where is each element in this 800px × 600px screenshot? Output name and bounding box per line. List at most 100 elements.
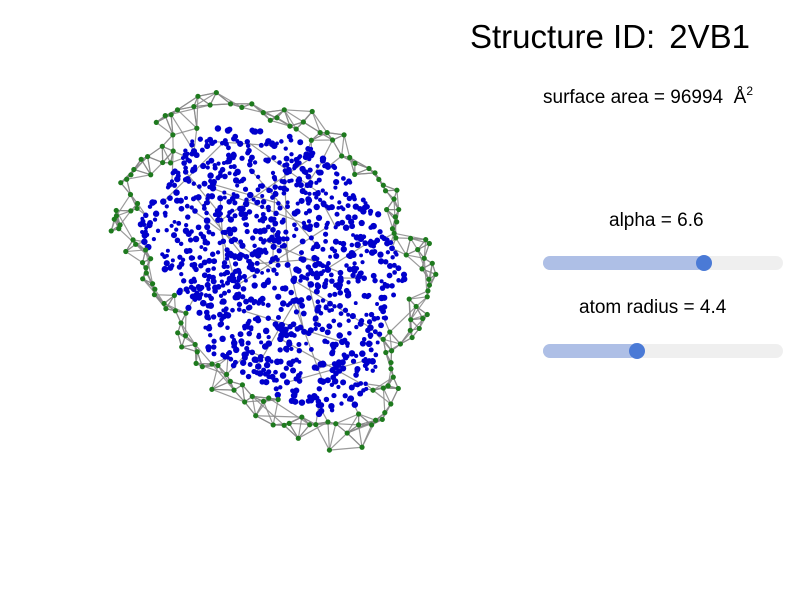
interior-atom — [245, 340, 251, 346]
interior-atom — [331, 318, 337, 324]
interior-atom — [287, 170, 292, 175]
interior-atom — [331, 378, 339, 385]
interior-atom — [176, 220, 182, 226]
interior-atom — [328, 402, 335, 410]
interior-atom — [251, 130, 256, 135]
interior-atom — [256, 370, 264, 377]
surface-atom — [151, 292, 158, 298]
interior-atom — [336, 384, 341, 390]
mesh-edge — [385, 352, 392, 369]
interior-atom — [379, 279, 384, 284]
alpha-slider-handle[interactable] — [695, 255, 712, 271]
interior-atom — [346, 266, 353, 273]
surface-atom — [174, 107, 181, 113]
interior-atom — [283, 155, 290, 162]
interior-atom — [243, 298, 250, 305]
interior-atom — [249, 266, 256, 273]
interior-atom — [192, 208, 198, 214]
interior-atom — [209, 251, 216, 257]
surface-atom — [144, 153, 151, 160]
surface-atom — [424, 294, 430, 300]
interior-atom — [320, 246, 326, 252]
interior-atom — [257, 354, 264, 360]
interior-atom — [236, 301, 243, 308]
interior-atom — [335, 221, 340, 226]
interior-atom — [199, 299, 207, 307]
surface-atom — [131, 166, 137, 173]
interior-atom — [201, 272, 208, 279]
mesh-edge — [358, 413, 376, 421]
surface-atom — [227, 101, 234, 107]
structure-id-value: 2VB1 — [669, 18, 750, 55]
interior-atom — [346, 195, 353, 202]
interior-atom — [307, 191, 312, 196]
mesh-edge — [165, 295, 175, 309]
alpha-slider[interactable] — [543, 255, 783, 271]
interior-atom — [345, 203, 351, 209]
interior-atom — [285, 200, 290, 205]
interior-atom — [201, 180, 208, 187]
mesh-edge — [180, 322, 196, 345]
interior-atom — [204, 224, 211, 231]
atom-radius-slider[interactable] — [543, 343, 783, 359]
interior-atom — [265, 302, 271, 308]
surface-atom — [133, 241, 139, 247]
interior-atom — [193, 152, 200, 159]
interior-atom — [137, 221, 144, 228]
surface-atom — [161, 300, 167, 307]
interior-atom — [340, 240, 347, 247]
surface-atom — [249, 393, 255, 400]
interior-atom — [261, 367, 267, 373]
mesh-edge — [193, 106, 198, 129]
interior-atom — [331, 392, 337, 399]
interior-atom — [272, 177, 278, 182]
interior-atom — [294, 357, 299, 363]
surface-atom — [191, 103, 197, 110]
interior-atom — [141, 232, 148, 239]
interior-atom — [300, 310, 307, 317]
interior-atom — [291, 279, 297, 285]
interior-atom — [362, 240, 369, 247]
interior-atom — [314, 282, 321, 288]
interior-atom — [354, 241, 361, 249]
mesh-edge — [301, 416, 317, 426]
interior-atom — [307, 394, 312, 399]
surface-atom — [281, 107, 287, 113]
interior-atom — [211, 266, 216, 271]
interior-atom — [354, 324, 359, 330]
interior-atom — [206, 316, 212, 321]
interior-atom — [226, 145, 231, 151]
surface-atom — [395, 385, 401, 392]
interior-atom — [206, 257, 213, 264]
mesh-edge — [125, 251, 143, 264]
interior-atom — [263, 250, 269, 255]
interior-atom — [149, 199, 156, 206]
interior-atom — [294, 182, 300, 188]
interior-atom — [316, 190, 321, 195]
interior-atom — [291, 332, 297, 338]
interior-atom — [381, 315, 386, 320]
interior-atom — [186, 178, 192, 184]
protein-structure-plot[interactable] — [0, 0, 520, 600]
interior-atom — [385, 250, 391, 255]
interior-atom — [375, 340, 380, 345]
surface-atom — [172, 308, 179, 314]
interior-atom — [305, 276, 310, 281]
atom-radius-slider-handle[interactable] — [628, 343, 645, 359]
surface-atom — [113, 213, 120, 219]
mesh-edge — [140, 159, 152, 176]
interior-atom — [299, 274, 305, 280]
surface-atom — [260, 110, 266, 116]
surface-area-unit-exponent: 2 — [746, 84, 754, 98]
interior-atom — [283, 365, 289, 371]
mesh-edge — [327, 132, 345, 136]
mesh-edge — [241, 106, 264, 114]
mesh-edge — [119, 210, 132, 226]
interior-atom — [189, 151, 195, 157]
surface-atom — [143, 265, 149, 271]
interior-atom — [190, 255, 196, 261]
interior-atom — [252, 249, 259, 255]
interior-atom — [290, 392, 298, 399]
interior-atom — [221, 263, 227, 270]
surface-atom — [429, 260, 435, 266]
